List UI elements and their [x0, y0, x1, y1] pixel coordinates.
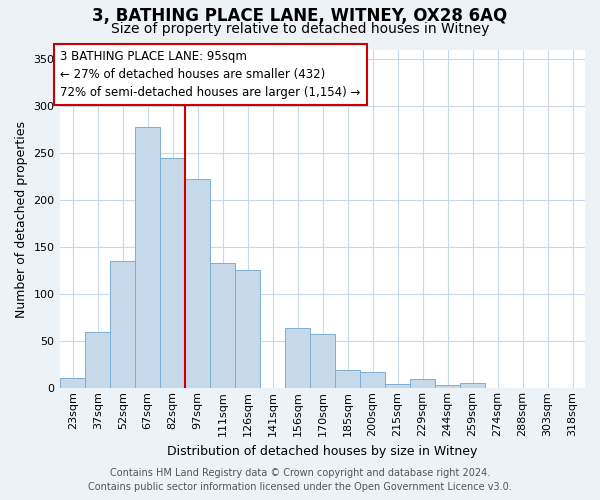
- Bar: [360, 372, 385, 388]
- Text: Size of property relative to detached houses in Witney: Size of property relative to detached ho…: [111, 22, 489, 36]
- X-axis label: Distribution of detached houses by size in Witney: Distribution of detached houses by size …: [167, 444, 478, 458]
- Bar: [335, 370, 360, 388]
- Bar: [185, 178, 210, 388]
- Bar: [135, 127, 160, 388]
- Bar: [110, 262, 135, 388]
- Bar: [235, 270, 260, 388]
- Bar: [160, 158, 185, 388]
- Bar: [435, 384, 460, 388]
- Bar: [210, 264, 235, 388]
- Bar: [460, 382, 485, 388]
- Text: 3, BATHING PLACE LANE, WITNEY, OX28 6AQ: 3, BATHING PLACE LANE, WITNEY, OX28 6AQ: [92, 8, 508, 26]
- Bar: [60, 378, 85, 388]
- Bar: [410, 379, 435, 388]
- Bar: [285, 328, 310, 388]
- Text: 3 BATHING PLACE LANE: 95sqm
← 27% of detached houses are smaller (432)
72% of se: 3 BATHING PLACE LANE: 95sqm ← 27% of det…: [60, 50, 361, 99]
- Bar: [310, 334, 335, 388]
- Y-axis label: Number of detached properties: Number of detached properties: [15, 120, 28, 318]
- Bar: [385, 384, 410, 388]
- Bar: [85, 332, 110, 388]
- Text: Contains HM Land Registry data © Crown copyright and database right 2024.
Contai: Contains HM Land Registry data © Crown c…: [88, 468, 512, 492]
